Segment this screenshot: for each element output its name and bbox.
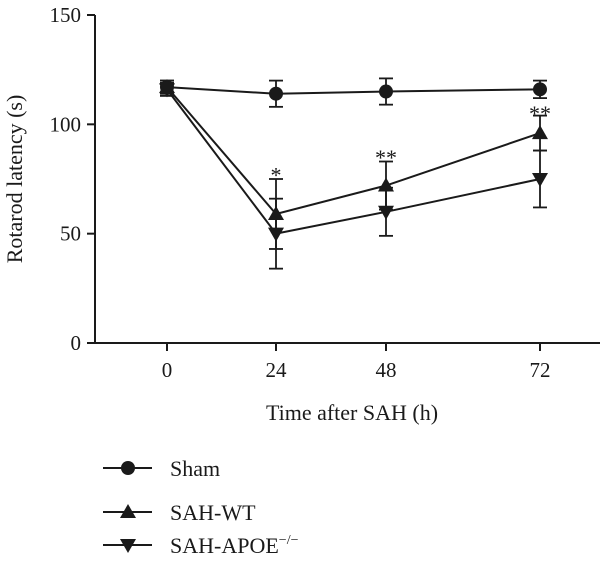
axes (94, 15, 600, 344)
legend-marker (120, 539, 136, 553)
significance-marker: * (271, 162, 282, 187)
ticks: 0 50 100 150 0 24 48 72 (50, 3, 551, 382)
data-point (268, 227, 284, 242)
annotations: ***** (271, 101, 552, 187)
significance-marker: ** (375, 145, 397, 170)
y-tick-label: 0 (71, 331, 82, 355)
data-point (159, 83, 175, 98)
x-tick-label: 72 (530, 358, 551, 382)
data-point (379, 84, 393, 99)
significance-marker: ** (529, 101, 551, 126)
data-point (532, 125, 548, 140)
data-point (533, 82, 547, 97)
legend-item: Sham (103, 456, 220, 481)
x-tick-label: 0 (162, 358, 173, 382)
x-axis-title: Time after SAH (h) (266, 400, 438, 425)
legend-item: SAH-APOE−/− (103, 533, 299, 558)
y-axis-title: Rotarod latency (s) (2, 95, 27, 264)
legend-marker (120, 504, 136, 518)
legend-superscript: −/− (279, 533, 299, 548)
y-tick-label: 150 (50, 3, 82, 27)
series-line (166, 86, 541, 216)
legend-label: Sham (170, 456, 220, 481)
legend-item: SAH-WT (103, 500, 256, 525)
series-line (166, 88, 541, 235)
x-tick-label: 24 (266, 358, 288, 382)
data-point (378, 205, 394, 220)
y-tick-label: 50 (60, 222, 81, 246)
series-sah-apoe (159, 81, 548, 270)
x-tick-label: 48 (376, 358, 397, 382)
series-line (166, 86, 541, 95)
legend: Sham SAH-WT SAH-APOE−/− (103, 456, 299, 558)
series-sham (160, 77, 547, 108)
series-sah-wt (159, 79, 548, 250)
legend-label: SAH-APOE−/− (170, 533, 299, 558)
data-point (269, 86, 283, 101)
legend-label: SAH-WT (170, 500, 256, 525)
series-group (159, 77, 548, 270)
legend-marker (121, 461, 135, 475)
y-tick-label: 100 (50, 112, 82, 136)
data-point (532, 173, 548, 187)
